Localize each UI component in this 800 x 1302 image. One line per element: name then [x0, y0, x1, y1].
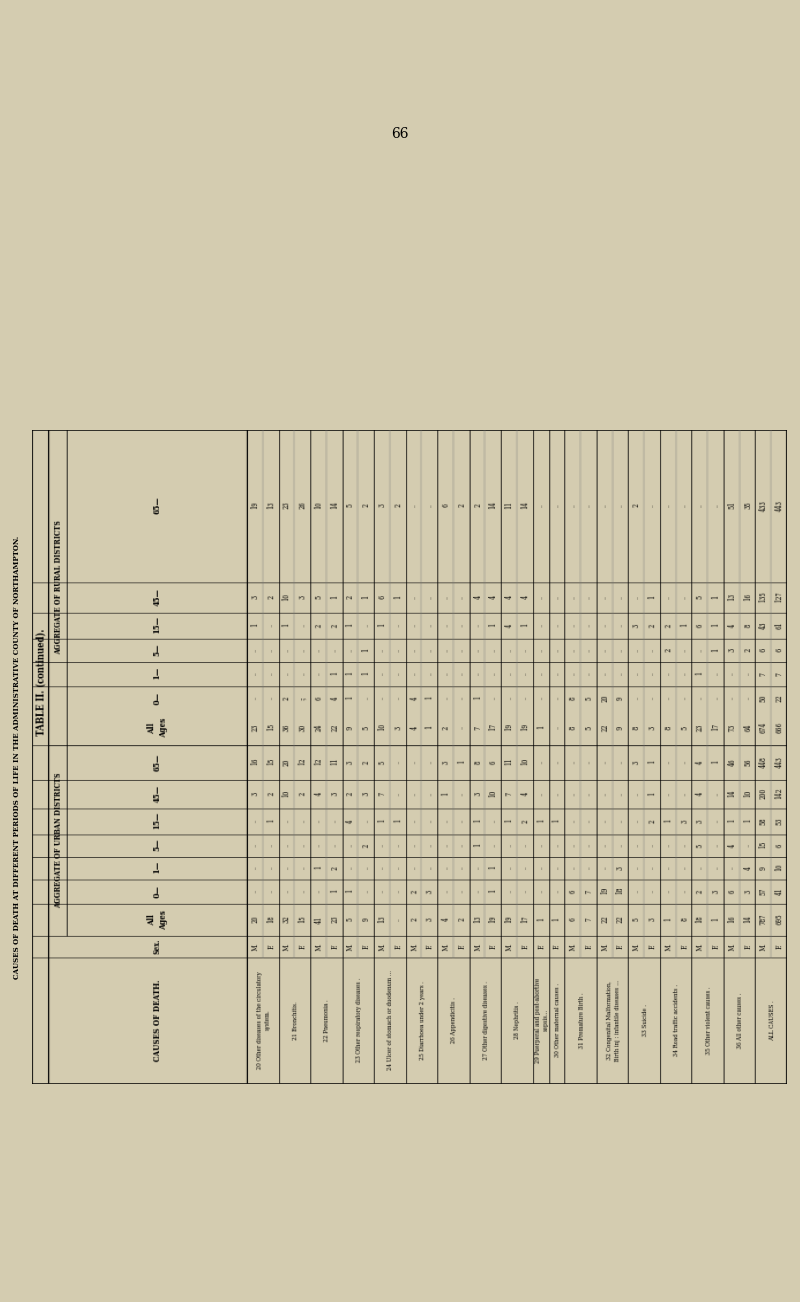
Text: 66: 66: [391, 128, 409, 141]
Text: CAUSES OF DEATH AT DIFFERENT PERIODS OF LIFE IN THE ADMINISTRATIVE COUNTY OF NOR: CAUSES OF DEATH AT DIFFERENT PERIODS OF …: [13, 535, 21, 979]
